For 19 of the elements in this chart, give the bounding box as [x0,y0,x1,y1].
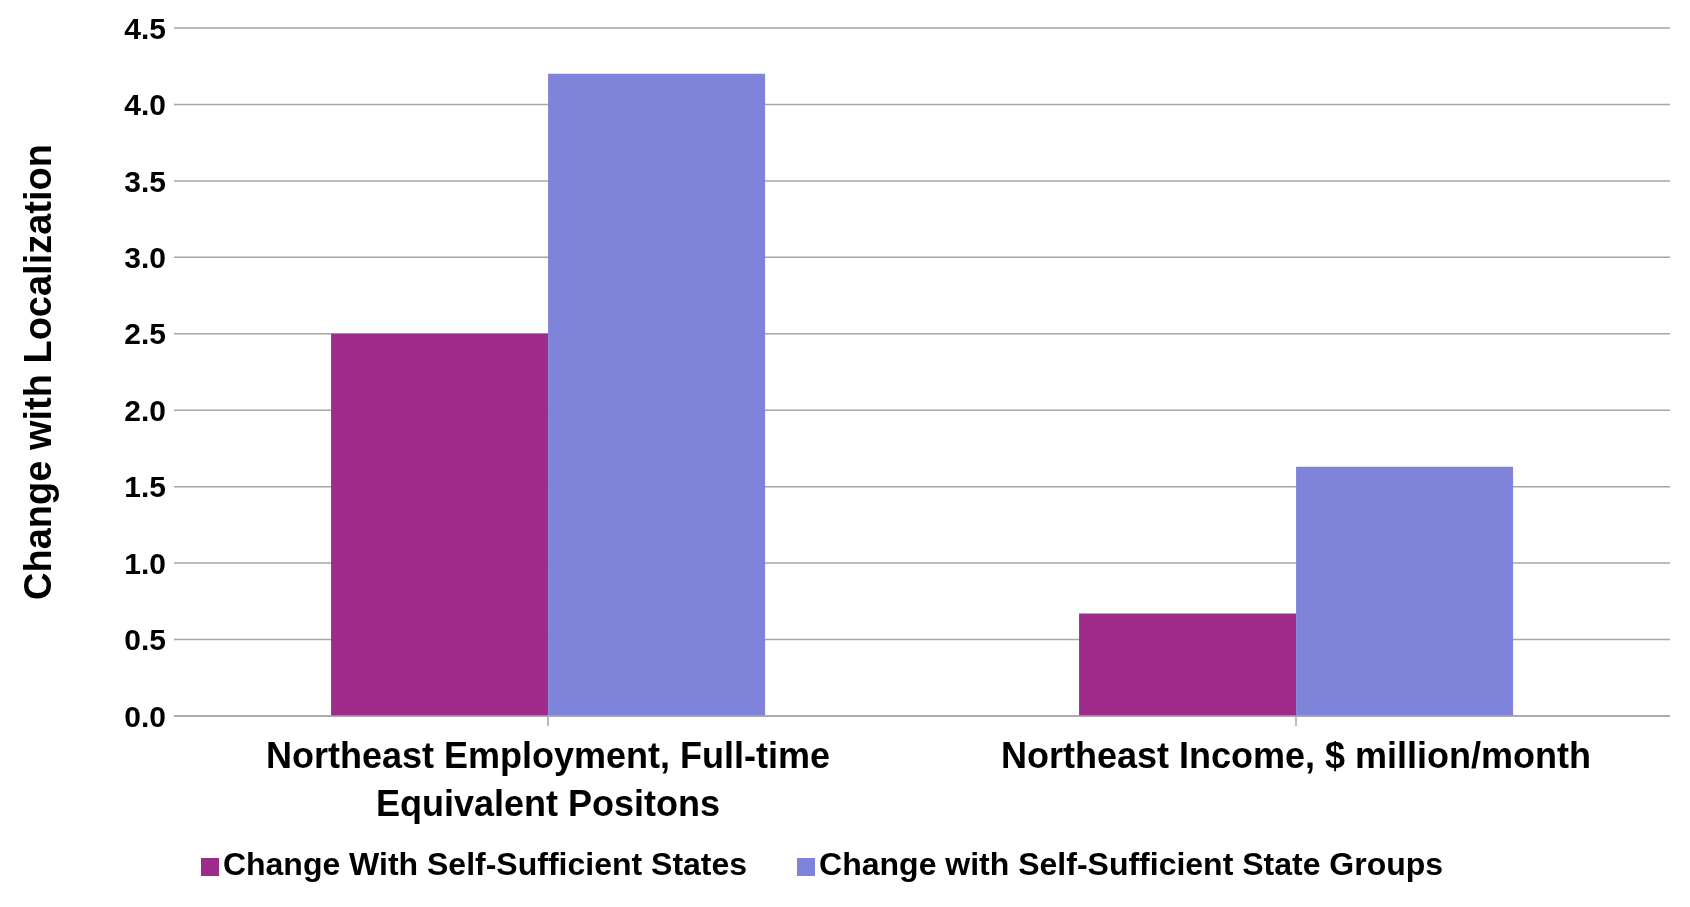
y-tick-label: 0.5 [124,623,166,657]
legend-label: Change with Self-Sufficient State Groups [819,846,1444,882]
legend-label: Change With Self-Sufficient States [222,846,748,882]
x-tick-label: Northeast Employment, Full-time Equivalent Positons [265,735,831,824]
bar [1079,613,1297,716]
y-tick-label: 0.0 [124,699,166,733]
y-tick-label: 2.5 [124,317,166,351]
bar [331,333,549,716]
bar [548,73,766,716]
y-tick-label: 2.0 [124,393,166,427]
y-tick-label: 3.0 [124,240,166,274]
y-tick-label: 4.0 [124,88,166,122]
x-tick-label: Northeast Income, $ million/month [1000,735,1592,776]
y-axis-title: Change with Localization [17,143,60,601]
y-tick-label: 1.0 [124,546,166,580]
y-tick-label: 3.5 [124,164,166,198]
y-tick-label: 4.5 [124,11,166,45]
bar [1296,466,1514,716]
y-tick-label: 1.5 [124,470,166,504]
